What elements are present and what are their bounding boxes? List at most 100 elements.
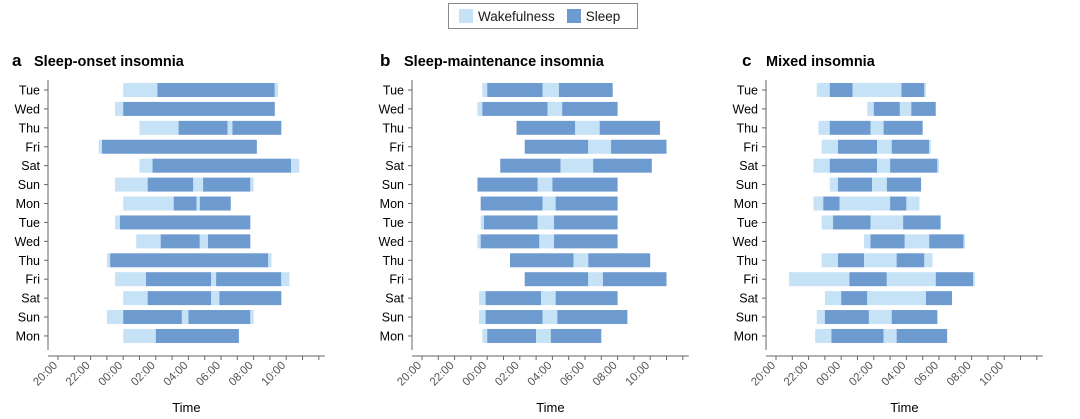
row-sun: Sun — [736, 177, 922, 192]
sleep-segment — [110, 253, 269, 268]
legend-label-wakefulness: Wakefulness — [478, 8, 555, 24]
x-axis-label: Time — [890, 400, 918, 415]
y-tick-label: Fri — [389, 273, 404, 287]
y-tick-label: Sun — [382, 311, 404, 325]
row-fri: Fri — [25, 272, 290, 287]
wake-segment — [815, 328, 832, 343]
wake-segment — [821, 253, 838, 268]
sleep-segment — [119, 215, 251, 230]
y-tick-label: Fri — [389, 140, 404, 154]
sleep-segment — [232, 120, 282, 135]
x-tick-label: 10:00 — [259, 360, 288, 389]
wake-segment — [867, 291, 926, 306]
y-tick-label: Tue — [383, 84, 404, 98]
wake-segment — [864, 253, 897, 268]
sleep-segment — [480, 234, 540, 249]
wake-segment — [106, 310, 124, 325]
y-tick-label: Fri — [743, 140, 758, 154]
wake-segment — [536, 328, 551, 343]
x-tick-label: 00:00 — [460, 360, 489, 389]
row-sun: Sun — [382, 177, 618, 192]
y-tick-label: Thu — [18, 121, 40, 135]
panel-title: Sleep-maintenance insomnia — [404, 54, 605, 70]
wake-segment — [813, 196, 824, 211]
wake-segment — [139, 120, 179, 135]
wake-segment — [883, 328, 897, 343]
wake-segment — [821, 139, 838, 154]
wake-segment — [537, 177, 553, 192]
sleep-segment — [829, 120, 871, 135]
wake-segment — [181, 310, 189, 325]
sleep-segment — [147, 291, 212, 306]
sleep-segment — [554, 234, 618, 249]
panel-letter: b — [380, 51, 390, 70]
y-tick-label: Mon — [734, 329, 758, 343]
y-tick-label: Wed — [733, 102, 759, 116]
sleep-segment — [890, 196, 907, 211]
x-axis-label: Time — [536, 400, 564, 415]
wake-segment — [115, 272, 147, 287]
sleep-segment — [841, 291, 868, 306]
x-tick-label: 00:00 — [814, 360, 843, 389]
row-wed: Wed — [733, 234, 966, 249]
sleep-segment — [925, 291, 953, 306]
row-sun: Sun — [18, 310, 254, 325]
wake-segment — [291, 158, 300, 173]
x-tick-label: 20:00 — [31, 360, 60, 389]
wake-segment — [199, 234, 208, 249]
wake-segment — [542, 83, 559, 97]
sleep-segment — [873, 101, 900, 116]
y-tick-label: Fri — [743, 273, 758, 287]
wake-segment — [824, 291, 842, 306]
sleep-segment — [929, 234, 964, 249]
panel-b: b Sleep-maintenance insomniaTueWedThuFriS… — [379, 51, 689, 415]
sleep-segment — [188, 310, 251, 325]
x-tick-label: 08:00 — [591, 360, 620, 389]
wake-segment — [872, 177, 887, 192]
x-tick-label: 06:00 — [912, 360, 941, 389]
wake-segment — [573, 253, 589, 268]
row-tue: Tue — [19, 83, 279, 98]
sleep-segment — [883, 120, 923, 135]
wake-segment — [477, 101, 483, 116]
sleep-segment — [829, 83, 853, 97]
wake-segment — [816, 310, 825, 325]
sleep-segment — [593, 158, 652, 173]
x-tick-label: 02:00 — [129, 360, 158, 389]
row-sat: Sat — [385, 291, 618, 306]
sleep-segment — [524, 139, 589, 154]
sleep-segment — [219, 291, 282, 306]
wake-segment — [477, 234, 481, 249]
sleep-segment — [886, 177, 922, 192]
wake-segment — [899, 101, 912, 116]
y-tick-label: Sat — [385, 292, 404, 306]
row-fri: Fri — [389, 139, 667, 154]
sleep-segment — [896, 328, 948, 343]
y-tick-label: Sun — [382, 178, 404, 192]
panel-title: Mixed insomnia — [766, 54, 876, 70]
y-tick-label: Fri — [25, 140, 40, 154]
wake-segment — [813, 158, 830, 173]
row-sat: Sat — [739, 158, 939, 173]
row-fri: Fri — [743, 139, 931, 154]
wake-segment — [480, 215, 484, 230]
wake-segment — [867, 101, 874, 116]
row-fri: Fri — [25, 139, 257, 154]
sleep-segment — [160, 234, 200, 249]
sleep-segment — [558, 83, 613, 97]
y-tick-label: Tue — [737, 216, 758, 230]
sleep-segment — [152, 158, 292, 173]
sleep-segment — [477, 177, 538, 192]
row-mon: Mon — [16, 328, 239, 343]
row-wed: Wed — [379, 101, 618, 116]
y-tick-label: Sat — [739, 159, 758, 173]
sleep-segment — [123, 101, 275, 116]
y-tick-label: Fri — [25, 273, 40, 287]
sleep-segment — [901, 83, 925, 97]
x-tick-label: 10:00 — [977, 360, 1006, 389]
row-sun: Sun — [736, 310, 938, 325]
sleep-segment — [554, 215, 618, 230]
wake-segment — [211, 272, 217, 287]
wake-segment — [193, 177, 204, 192]
